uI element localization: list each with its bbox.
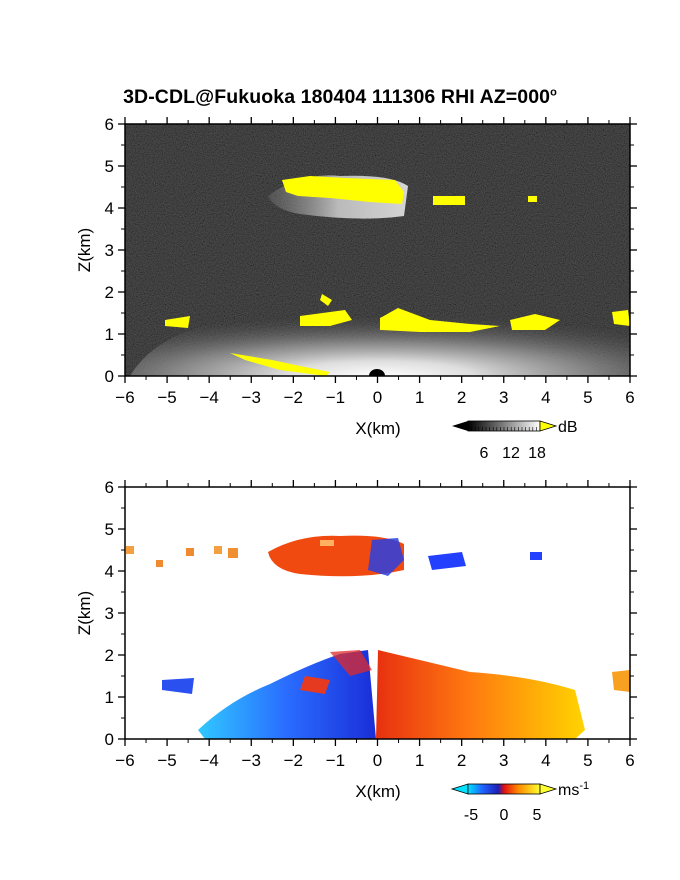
- reflectivity-xtick-label: −5: [157, 388, 176, 407]
- reflectivity-colorbar-tick-6: 6: [480, 445, 489, 462]
- velocity-xtick-label: −2: [284, 751, 303, 770]
- reflectivity-ytick-label: 1: [105, 325, 114, 344]
- velocity-ytick-label: 4: [105, 562, 114, 581]
- reflectivity-xtick-label: 2: [457, 388, 466, 407]
- velocity-xtick-label: 2: [457, 751, 466, 770]
- velocity-colorbar: ms-1 -5 0 5: [450, 780, 589, 824]
- velocity-colorbar-tick-neg5: -5: [464, 807, 478, 824]
- velocity-xtick-label: 5: [583, 751, 592, 770]
- velocity-xtick-label: −5: [157, 751, 176, 770]
- reflectivity-colorbar: dB 6 12 18: [452, 419, 578, 462]
- velocity-colorbar-unit: ms-1: [558, 780, 589, 799]
- reflectivity-ytick-label: 6: [105, 115, 114, 134]
- reflectivity-ytick-label: 4: [105, 199, 114, 218]
- velocity-colorbar-tick-0: 0: [500, 807, 509, 824]
- reflectivity-xtick-label: −3: [242, 388, 261, 407]
- reflectivity-xtick-label: 3: [499, 388, 508, 407]
- reflectivity-xtick-label: −1: [326, 388, 345, 407]
- velocity-axes: −6 −5 −4 −3 −2 −1 0 1 2 3 4 5 6 0 1 2 3 4 5 6: [105, 478, 637, 770]
- velocity-xtick-label: 4: [541, 751, 550, 770]
- reflectivity-ytick-label: 2: [105, 283, 114, 302]
- reflectivity-overflow-regions: [165, 176, 630, 376]
- velocity-xlabel: X(km): [355, 782, 400, 801]
- reflectivity-colorbar-tick-12: 12: [502, 445, 520, 462]
- velocity-panel: −6 −5 −4 −3 −2 −1 0 1 2 3 4 5 6 0 1 2 3 4 5 6 X(km) Z(km) m…: [75, 478, 637, 824]
- velocity-unit-base: ms: [558, 782, 579, 799]
- velocity-xtick-label: 6: [625, 751, 634, 770]
- reflectivity-colorbar-tick-18: 18: [528, 445, 546, 462]
- velocity-xtick-label: −4: [199, 751, 218, 770]
- reflectivity-colorbar-unit: dB: [558, 419, 578, 436]
- velocity-xtick-label: −1: [326, 751, 345, 770]
- velocity-ytick-label: 1: [105, 688, 114, 707]
- chart-title-text: 3D-CDL@Fukuoka 180404 111306 RHI AZ=000: [123, 86, 551, 108]
- reflectivity-axes: −6 −5 −4 −3 −2 −1 0 1 2 3 4 5 6 0 1 2 3 4 5 6: [105, 115, 637, 407]
- reflectivity-ytick-label: 5: [105, 157, 114, 176]
- velocity-xtick-label: 3: [499, 751, 508, 770]
- velocity-colorbar-tick-5: 5: [533, 807, 542, 824]
- velocity-unit-exponent: -1: [579, 780, 589, 792]
- velocity-ytick-label: 3: [105, 604, 114, 623]
- velocity-image: [125, 487, 630, 739]
- reflectivity-ytick-label: 0: [105, 367, 114, 386]
- reflectivity-image: [125, 124, 630, 376]
- velocity-ytick-label: 0: [105, 730, 114, 749]
- velocity-xtick-label: −6: [115, 751, 134, 770]
- degree-superscript: o: [550, 86, 557, 99]
- reflectivity-xtick-label: −2: [284, 388, 303, 407]
- reflectivity-ytick-label: 3: [105, 241, 114, 260]
- reflectivity-xtick-label: −6: [115, 388, 134, 407]
- velocity-xtick-label: −3: [242, 751, 261, 770]
- velocity-ytick-label: 2: [105, 646, 114, 665]
- velocity-xtick-label: 1: [415, 751, 424, 770]
- chart-title: 3D-CDL@Fukuoka 180404 111306 RHI AZ=000o: [0, 86, 680, 109]
- reflectivity-xtick-label: 5: [583, 388, 592, 407]
- velocity-ylabel: Z(km): [75, 591, 94, 635]
- reflectivity-xtick-label: 4: [541, 388, 550, 407]
- reflectivity-xtick-label: −4: [199, 388, 218, 407]
- reflectivity-xlabel: X(km): [355, 419, 400, 438]
- velocity-xtick-label: 0: [373, 751, 382, 770]
- reflectivity-xtick-label: 6: [625, 388, 634, 407]
- velocity-ytick-label: 6: [105, 478, 114, 497]
- velocity-ytick-label: 5: [105, 520, 114, 539]
- reflectivity-ylabel: Z(km): [75, 228, 94, 272]
- reflectivity-colorbar-tick-marks: [471, 427, 537, 431]
- reflectivity-xtick-label: 1: [415, 388, 424, 407]
- reflectivity-xtick-label: 0: [373, 388, 382, 407]
